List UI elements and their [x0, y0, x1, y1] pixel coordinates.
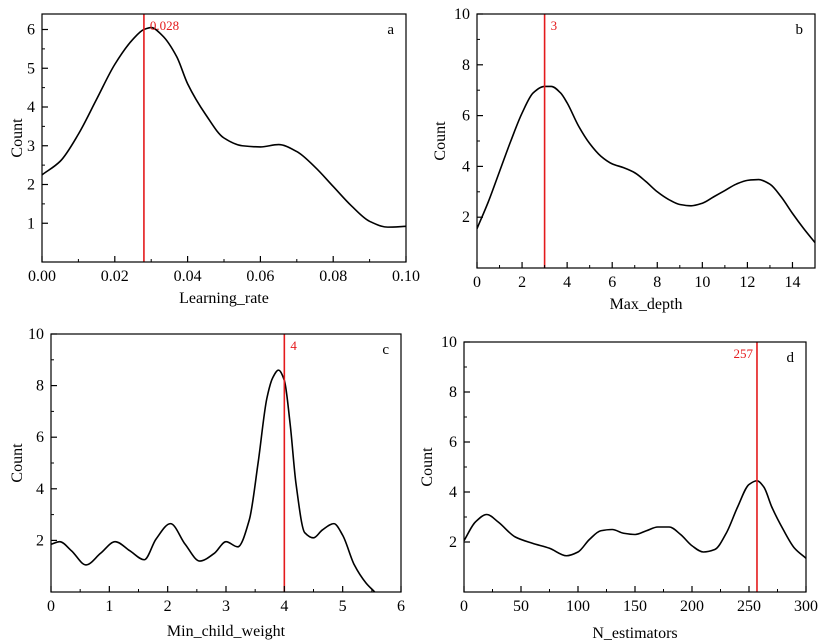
y-tick-label: 10 [28, 326, 44, 343]
panel-label: a [387, 22, 394, 38]
x-tick-label: 300 [794, 598, 818, 615]
x-tick-label: 5 [339, 598, 347, 615]
panel-b: 3 0 2 4 6 8 10 12 14 2 4 6 8 10 Max_depth Count b [432, 6, 816, 313]
panel-label: c [382, 342, 389, 358]
panel-a: 0.028 0.00 0.02 0.04 0.06 0.08 0.10 1 2 3 4 5 6 Learn… [9, 13, 420, 307]
y-axis-label: Count [9, 118, 26, 158]
x-tick-label: 150 [623, 598, 647, 615]
y-tick-label: 4 [462, 158, 470, 175]
x-tick-label: 0.10 [392, 268, 420, 285]
x-tick-label: 100 [566, 598, 590, 615]
x-tick-label: 50 [513, 598, 529, 615]
density-curve [477, 85, 815, 244]
x-tick-label: 2 [164, 598, 172, 615]
x-tick-label: 0.00 [28, 268, 56, 285]
density-curve [464, 479, 806, 559]
x-tick-label: 8 [653, 274, 661, 291]
x-tick-label: 0.02 [101, 268, 129, 285]
x-tick-label: 2 [518, 274, 526, 291]
x-axis-label: Learning_rate [179, 290, 269, 307]
y-tick-label: 10 [441, 334, 457, 351]
x-tick-label: 4 [563, 274, 571, 291]
y-tick-label: 1 [27, 215, 35, 232]
y-tick-label: 4 [36, 481, 44, 498]
y-tick-label: 4 [449, 484, 457, 501]
x-tick-label: 0 [460, 598, 468, 615]
panel-label: d [787, 350, 795, 366]
x-axis-label: N_estimators [592, 625, 677, 642]
x-axis-label: Max_depth [610, 296, 683, 313]
y-tick-label: 8 [449, 384, 457, 401]
x-tick-label: 10 [694, 274, 710, 291]
x-tick-label: 0 [473, 274, 481, 291]
x-tick-label: 6 [608, 274, 616, 291]
x-tick-label: 1 [105, 598, 113, 615]
panel-d: 257 0 50 100 150 200 250 300 2 4 6 8 10 N_estimators C… [419, 334, 818, 642]
x-axis-label: Min_child_weight [167, 623, 286, 640]
x-tick-label: 200 [680, 598, 704, 615]
x-tick-label: 3 [222, 598, 230, 615]
optimal-value-label: 0.028 [150, 18, 179, 33]
y-tick-label: 2 [36, 532, 44, 549]
y-axis-label: Count [9, 443, 26, 483]
y-tick-label: 3 [27, 138, 35, 155]
x-tick-label: 4 [280, 598, 288, 615]
optimal-value-label: 3 [551, 18, 558, 33]
x-tick-label: 14 [784, 274, 800, 291]
y-axis-label: Count [419, 447, 436, 487]
y-tick-label: 6 [36, 429, 44, 446]
y-tick-label: 2 [449, 534, 457, 551]
y-tick-label: 5 [27, 60, 35, 77]
y-tick-label: 2 [27, 177, 35, 194]
x-tick-label: 0.04 [174, 268, 202, 285]
y-tick-label: 4 [27, 99, 35, 116]
panel-label: b [796, 22, 804, 38]
y-axis-label: Count [432, 121, 449, 161]
y-tick-label: 6 [462, 108, 470, 125]
density-curve [42, 26, 406, 228]
y-tick-label: 10 [454, 6, 470, 23]
y-tick-label: 6 [449, 434, 457, 451]
x-tick-label: 12 [739, 274, 755, 291]
y-tick-label: 8 [462, 57, 470, 74]
x-tick-label: 0 [47, 598, 55, 615]
plot-frame [476, 13, 816, 269]
density-curve [51, 369, 376, 592]
panel-c: 4 0 1 2 3 4 5 6 2 4 6 8 10 Min_child_weight Count c [9, 326, 405, 640]
optimal-value-label: 257 [733, 346, 753, 361]
x-tick-label: 6 [397, 598, 405, 615]
plot-frame [50, 333, 402, 593]
x-tick-label: 0.06 [246, 268, 274, 285]
optimal-value-label: 4 [290, 338, 297, 353]
plot-frame [463, 341, 807, 593]
y-tick-label: 8 [36, 378, 44, 395]
x-tick-label: 0.08 [319, 268, 347, 285]
y-tick-label: 6 [27, 22, 35, 39]
y-tick-label: 2 [462, 209, 470, 226]
x-tick-label: 250 [737, 598, 761, 615]
